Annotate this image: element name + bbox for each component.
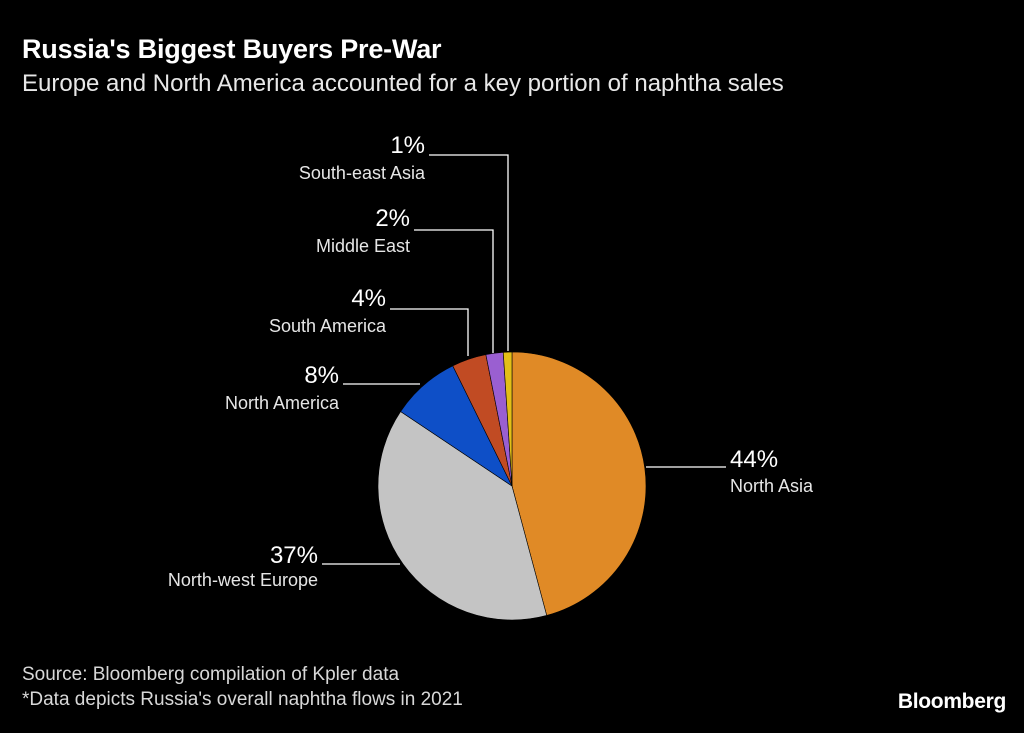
data-label-value-south-east-asia: 1%	[390, 132, 425, 159]
source-text: Source: Bloomberg compilation of Kpler d…	[22, 664, 400, 685]
data-label-value-north-west-europe: 37%	[270, 542, 318, 569]
data-label-category-north-america: North America	[225, 393, 340, 413]
data-label-category-north-asia: North Asia	[730, 476, 814, 496]
data-label-value-middle-east: 2%	[375, 205, 410, 232]
pie-slice-north-west-europe	[377, 411, 548, 621]
leader-line-south-america	[390, 308, 469, 356]
data-label-category-south-east-asia: South-east Asia	[299, 163, 426, 183]
leader-line-south-east-asia	[429, 154, 509, 351]
data-label-value-north-asia: 44%	[730, 446, 778, 473]
chart-subtitle: Europe and North America accounted for a…	[22, 70, 784, 97]
data-label-category-south-america: South America	[269, 316, 387, 336]
data-label-category-middle-east: Middle East	[316, 236, 410, 256]
pie-slice-south-east-asia	[502, 351, 513, 487]
bloomberg-logo: Bloomberg	[897, 690, 1006, 713]
source-note: Source: Bloomberg compilation of Kpler d…	[22, 662, 463, 712]
pie-slice-north-asia	[511, 351, 647, 616]
leader-line-middle-east	[414, 229, 494, 353]
chart-title: Russia's Biggest Buyers Pre-War	[22, 34, 442, 64]
data-note-text: *Data depicts Russia's overall naphtha f…	[22, 689, 463, 710]
data-label-value-south-america: 4%	[351, 285, 386, 312]
data-label-category-north-west-europe: North-west Europe	[168, 570, 318, 590]
data-label-value-north-america: 8%	[304, 362, 339, 389]
